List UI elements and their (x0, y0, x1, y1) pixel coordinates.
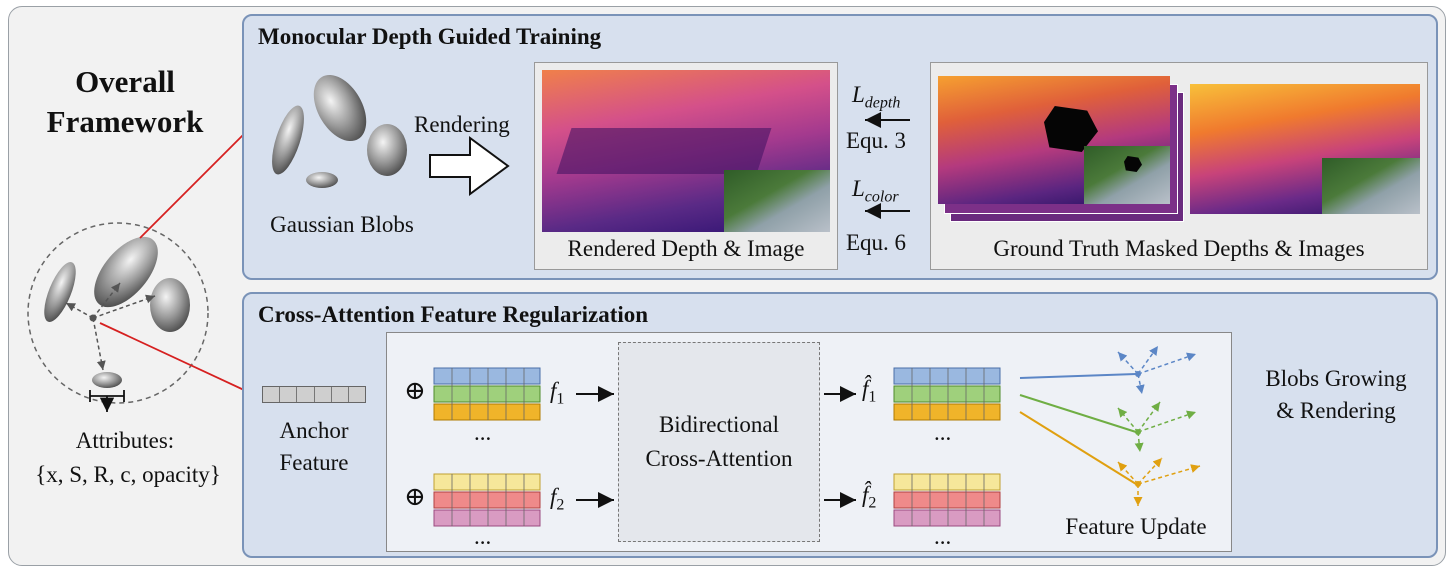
blob-circle (27, 222, 209, 404)
f1-hat-label: f̂1 (862, 376, 877, 406)
blob-ellipse (272, 105, 304, 175)
anchor-point (1135, 429, 1141, 435)
update-line-orange (1019, 411, 1137, 485)
anchor-label: Feature (279, 450, 349, 475)
update-arrow (1117, 351, 1139, 375)
ldepth-label: Ldepth (852, 82, 901, 112)
update-line-green (1019, 394, 1137, 433)
oplus-symbol: ⊕ (404, 376, 426, 405)
feature-grid-f1 (433, 367, 541, 421)
blob-ellipse (94, 236, 158, 308)
anchor-point (1135, 371, 1141, 377)
attributes-label: Attributes: (75, 428, 175, 453)
ellipsis: ... (934, 420, 952, 445)
bca-label: Bidirectional (658, 412, 780, 437)
blobs-growing-label: & Rendering (1276, 398, 1396, 423)
gt-label: Ground Truth Masked Depths & Images (993, 236, 1365, 261)
offset-arrow (92, 282, 121, 319)
bca-label: Cross-Attention (645, 446, 793, 471)
ellipsis: ... (934, 524, 952, 549)
rendering-label: Rendering (414, 112, 510, 137)
equ6-label: Equ. 6 (846, 230, 907, 255)
gt-rgb-inset (1084, 146, 1170, 204)
f2-hat-label: f̂2 (862, 482, 877, 512)
update-arrow (1137, 352, 1197, 375)
ellipsis: ... (474, 524, 492, 549)
panel-title: Cross-Attention Feature Regularization (258, 302, 649, 327)
feature-grid-f2-hat (893, 473, 1001, 527)
update-arrow (1134, 431, 1144, 453)
update-arrow (1117, 407, 1139, 433)
equ3-label: Equ. 3 (846, 128, 907, 153)
gt-depth-2 (1190, 84, 1420, 214)
blob-ellipse (44, 262, 76, 322)
oplus-symbol: ⊕ (404, 482, 426, 511)
anchor-label: Anchor (279, 418, 349, 443)
update-arrow (1135, 373, 1145, 395)
bca-box (618, 342, 820, 542)
ellipsis: ... (474, 420, 492, 445)
gt-rgb-inset-2 (1322, 158, 1420, 214)
feature-grid-f1-hat (893, 367, 1001, 421)
connector-line (99, 322, 245, 391)
overall-framework-title: Overall Framework (46, 64, 204, 140)
update-arrow (1137, 464, 1201, 485)
anchor-feature-bar (262, 386, 366, 403)
feature-update-label: Feature Update (1065, 514, 1207, 539)
feature-grid-f2 (433, 473, 541, 527)
attributes-set: {x, S, R, c, opacity} (35, 462, 221, 487)
update-arrow (1137, 457, 1163, 485)
gt-masked-depth (938, 76, 1170, 204)
update-arrow (1137, 410, 1197, 433)
offset-arrow (92, 317, 106, 371)
offset-arrow (65, 302, 94, 319)
update-line-blue (1019, 373, 1137, 379)
update-arrow (1137, 345, 1159, 375)
update-arrow (1117, 461, 1139, 485)
blob-ellipse (92, 372, 122, 388)
rgb-inset (724, 170, 830, 232)
blob-ellipse (150, 278, 190, 332)
connector-line (139, 133, 245, 239)
blob-ellipse (313, 74, 367, 142)
rendering-arrow (429, 136, 510, 196)
f2-label: f2 (550, 484, 565, 514)
anchor-point (1135, 481, 1141, 487)
rendered-label: Rendered Depth & Image (567, 236, 805, 261)
f1-label: f1 (550, 378, 565, 408)
blobs-growing-label: Blobs Growing (1265, 366, 1407, 391)
lcolor-label: Lcolor (852, 176, 899, 206)
offset-arrow (92, 294, 156, 319)
rendered-depth-image (542, 70, 830, 232)
blob-ellipse (367, 124, 407, 176)
blob-ellipse (306, 172, 338, 188)
gaussian-blobs-label: Gaussian Blobs (270, 212, 414, 237)
update-arrow (1137, 401, 1161, 433)
panel-title: Monocular Depth Guided Training (258, 24, 602, 49)
